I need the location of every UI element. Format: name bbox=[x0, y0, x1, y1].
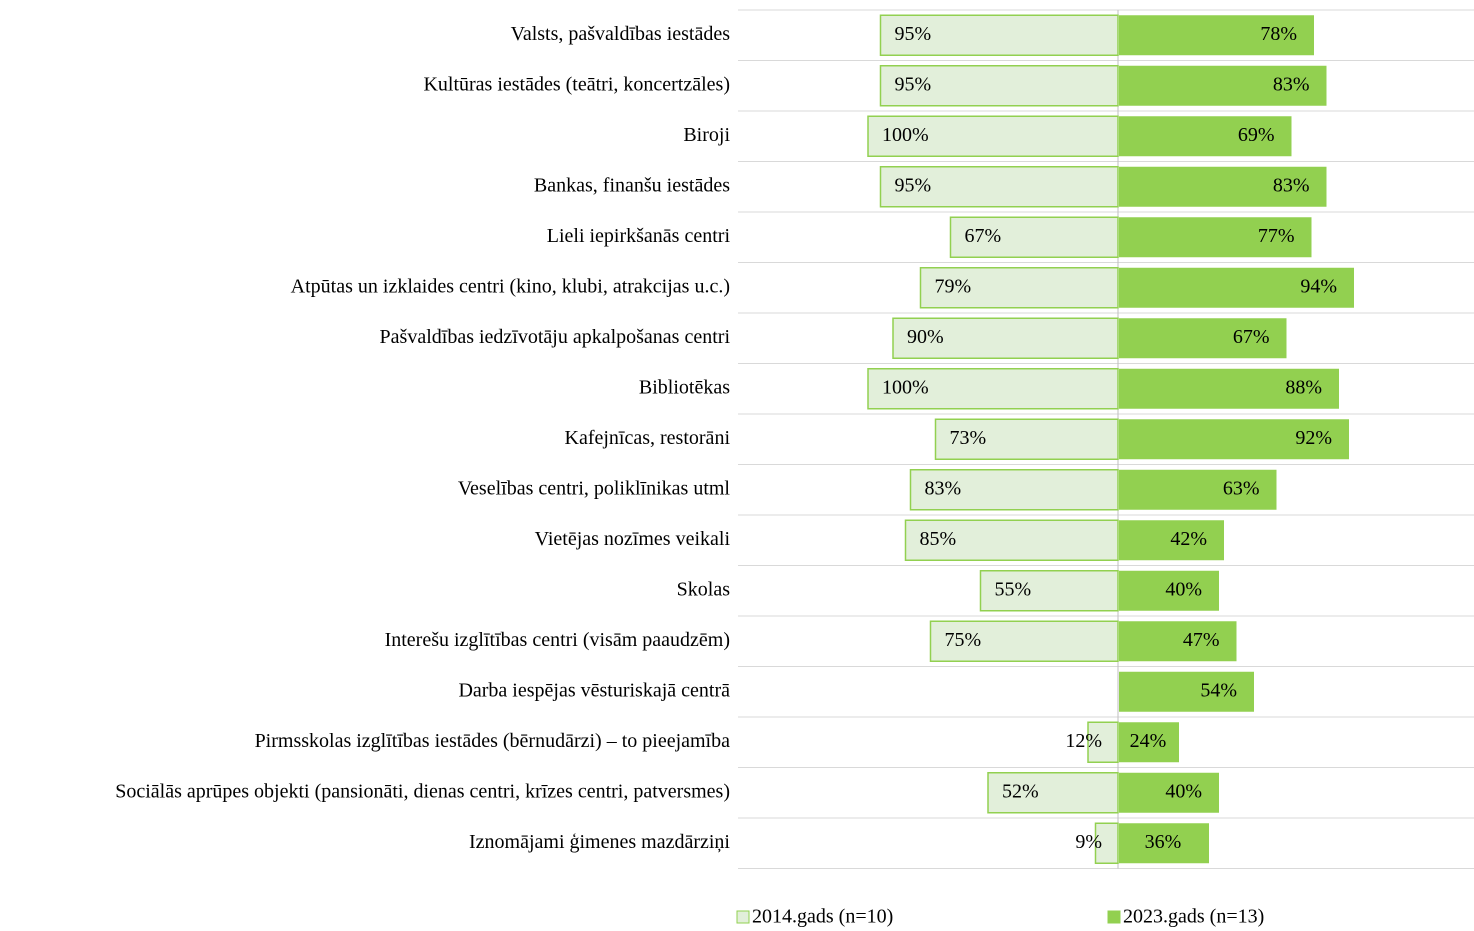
bar-2014 bbox=[1087, 721, 1119, 763]
bar-2023 bbox=[1119, 772, 1219, 813]
category-label: Valsts, pašvaldības iestādes bbox=[511, 23, 731, 45]
category-label: Darba iespējas vēsturiskajā centrā bbox=[458, 679, 730, 701]
bar-2014 bbox=[867, 368, 1119, 410]
bar-2014 bbox=[879, 14, 1119, 56]
value-label: 79% bbox=[935, 275, 972, 297]
bar-2014 bbox=[909, 469, 1119, 511]
value-label: 92% bbox=[1295, 427, 1332, 449]
bar-2014 bbox=[904, 519, 1119, 561]
category-label: Pirmsskolas izglītības iestādes (bērnudā… bbox=[255, 730, 731, 752]
value-label: 85% bbox=[920, 528, 957, 550]
bar-2023 bbox=[1119, 15, 1314, 56]
value-label: 54% bbox=[1200, 679, 1237, 701]
bar-2014 bbox=[929, 620, 1119, 662]
bar-2014 bbox=[1094, 822, 1119, 864]
value-label: 83% bbox=[1273, 73, 1310, 95]
bar-2014 bbox=[949, 216, 1119, 258]
value-label: 73% bbox=[950, 427, 987, 449]
category-label: Sociālās aprūpes objekti (pansionāti, di… bbox=[115, 780, 730, 802]
bar-2023 bbox=[1119, 368, 1339, 409]
bar-2023 bbox=[1119, 671, 1254, 712]
bar-2023 bbox=[1119, 520, 1224, 561]
value-label: 67% bbox=[1233, 326, 1270, 348]
category-label: Atpūtas un izklaides centri (kino, klubi… bbox=[291, 275, 730, 297]
category-label: Pašvaldības iedzīvotāju apkalpošanas cen… bbox=[380, 326, 731, 348]
value-label: 69% bbox=[1238, 124, 1275, 146]
value-label: 77% bbox=[1258, 225, 1295, 247]
category-label: Iznomājami ģimenes mazdārziņi bbox=[469, 831, 730, 853]
category-label: Bibliotēkas bbox=[639, 376, 730, 398]
value-label: 95% bbox=[895, 73, 932, 95]
category-label: Lieli iepirkšanās centri bbox=[547, 225, 731, 247]
value-label: 12% bbox=[1065, 730, 1102, 752]
bar-2023 bbox=[1119, 722, 1179, 763]
value-label: 67% bbox=[965, 225, 1002, 247]
bar-2023 bbox=[1119, 116, 1292, 157]
category-label: Vietējas nozīmes veikali bbox=[535, 528, 731, 550]
value-label: 88% bbox=[1285, 376, 1322, 398]
bar-2023 bbox=[1119, 217, 1312, 258]
value-label: 63% bbox=[1223, 477, 1260, 499]
legend-label: 2023.gads (n=13) bbox=[1123, 906, 1264, 928]
value-label: 24% bbox=[1130, 730, 1167, 752]
value-label: 42% bbox=[1170, 528, 1207, 550]
bar-2014 bbox=[892, 317, 1119, 359]
value-label: 78% bbox=[1260, 23, 1297, 45]
bar-2014 bbox=[879, 65, 1119, 107]
bar-2014 bbox=[987, 772, 1119, 814]
bar-2023 bbox=[1119, 166, 1327, 207]
bar-2023 bbox=[1119, 318, 1287, 359]
bar-2014 bbox=[879, 166, 1119, 208]
value-label: 94% bbox=[1300, 275, 1337, 297]
value-label: 100% bbox=[882, 124, 929, 146]
value-label: 95% bbox=[895, 174, 932, 196]
value-label: 40% bbox=[1165, 578, 1202, 600]
value-label: 55% bbox=[995, 578, 1032, 600]
legend-label: 2014.gads (n=10) bbox=[752, 906, 893, 928]
legend-swatch bbox=[1107, 910, 1121, 924]
value-label: 90% bbox=[907, 326, 944, 348]
value-label: 52% bbox=[1002, 780, 1039, 802]
value-label: 40% bbox=[1165, 780, 1202, 802]
bar-2014 bbox=[867, 115, 1119, 157]
value-label: 83% bbox=[925, 477, 962, 499]
bar-2023 bbox=[1119, 570, 1219, 611]
bar-2023 bbox=[1119, 823, 1209, 864]
legend-swatch bbox=[736, 910, 750, 924]
bar-2023 bbox=[1119, 621, 1237, 662]
category-label: Kultūras iestādes (teātri, koncertzāles) bbox=[423, 73, 730, 95]
bar-2023 bbox=[1119, 267, 1354, 308]
bar-2014 bbox=[979, 570, 1119, 612]
bar-2023 bbox=[1119, 65, 1327, 106]
category-label: Skolas bbox=[677, 578, 731, 600]
value-label: 95% bbox=[895, 23, 932, 45]
value-label: 83% bbox=[1273, 174, 1310, 196]
category-label: Biroji bbox=[683, 124, 730, 146]
category-label: Veselības centri, poliklīnikas utml bbox=[458, 477, 731, 499]
bar-2014 bbox=[919, 267, 1119, 309]
category-label: Interešu izglītības centri (visām paaudz… bbox=[385, 629, 730, 651]
category-label: Bankas, finanšu iestādes bbox=[534, 174, 730, 196]
bar-2023 bbox=[1119, 419, 1349, 460]
value-label: 75% bbox=[945, 629, 982, 651]
value-label: 36% bbox=[1145, 831, 1182, 853]
value-label: 9% bbox=[1075, 831, 1102, 853]
value-label: 100% bbox=[882, 376, 929, 398]
category-label: Kafejnīcas, restorāni bbox=[565, 427, 731, 449]
value-label: 47% bbox=[1183, 629, 1220, 651]
bar-2014 bbox=[934, 418, 1119, 460]
bar-2023 bbox=[1119, 469, 1277, 510]
